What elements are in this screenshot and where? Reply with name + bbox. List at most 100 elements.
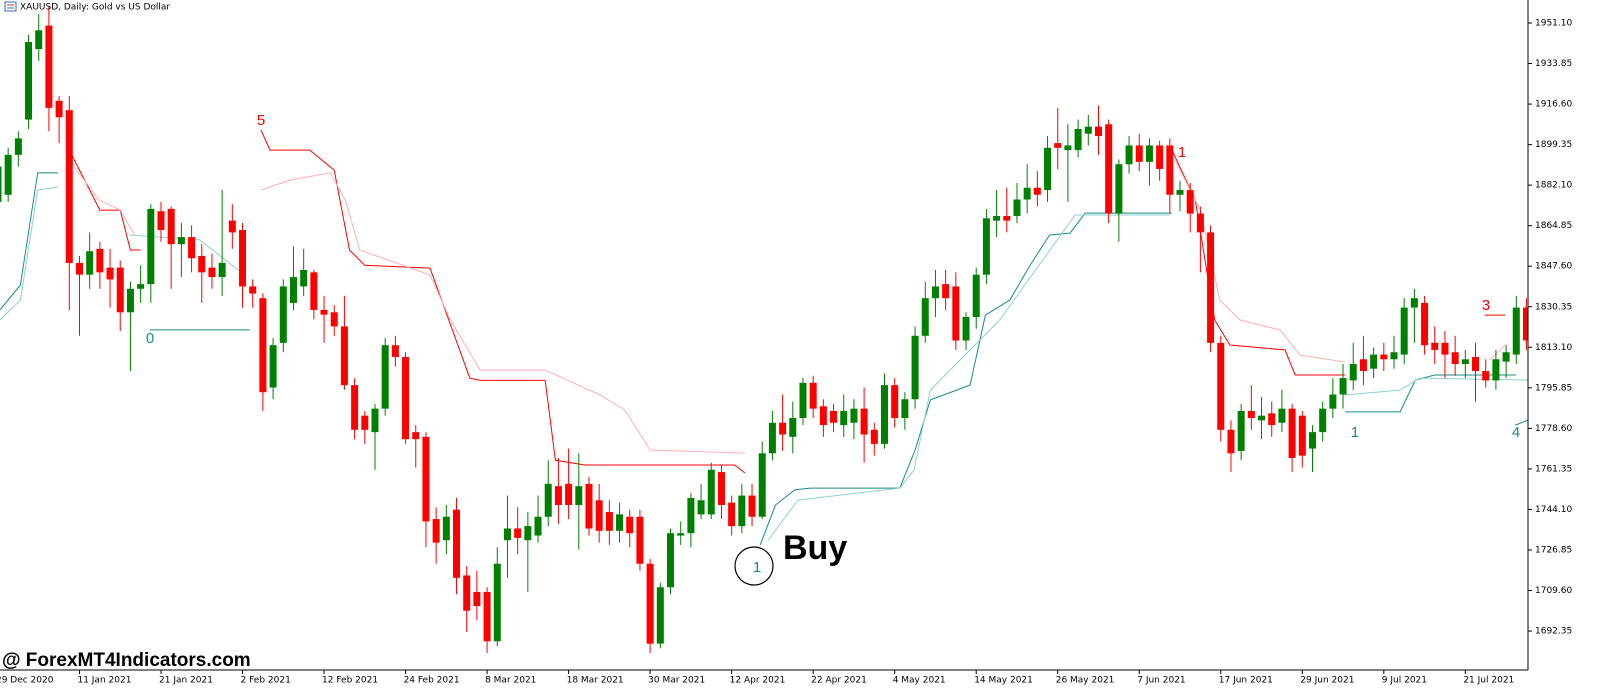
indicator-line	[0, 186, 1528, 541]
candle-body	[870, 429, 878, 444]
candle-body	[351, 385, 359, 430]
candle-body	[1421, 302, 1429, 346]
candle-body	[157, 211, 165, 231]
candle-body	[565, 483, 573, 505]
candle-body	[1084, 126, 1092, 134]
candle-body	[1094, 126, 1102, 137]
x-tick-label: 8 Mar 2021	[485, 676, 536, 686]
candle-body	[177, 237, 185, 245]
y-tick-label: 1882.10	[1535, 181, 1572, 191]
candle-body	[687, 497, 695, 534]
y-tick-label: 1864.85	[1535, 221, 1572, 231]
candle-body	[391, 345, 399, 357]
candle-body	[1003, 215, 1011, 221]
candle-body	[1237, 410, 1245, 451]
y-tick-label: 1692.35	[1535, 627, 1572, 637]
candle-body	[1186, 190, 1194, 214]
candle-body	[1502, 352, 1510, 362]
candle-body	[931, 286, 939, 299]
x-tick-label: 9 Jul 2021	[1382, 676, 1427, 686]
candle-body	[667, 533, 675, 588]
candle-body	[208, 267, 216, 278]
y-tick-label: 1933.85	[1535, 59, 1572, 69]
candle-body	[1451, 352, 1459, 364]
candle-body	[1512, 307, 1520, 355]
candle-body	[972, 274, 980, 317]
candle-body	[1349, 363, 1357, 381]
candle-body	[1135, 145, 1143, 162]
annotation-label: 0	[146, 330, 154, 347]
candle-body	[830, 410, 838, 423]
y-tick-label: 1744.10	[1535, 505, 1572, 515]
candle-body	[1217, 342, 1225, 430]
candle-body	[636, 516, 644, 564]
candle-body	[1207, 232, 1215, 343]
y-tick-label: 1709.60	[1535, 586, 1572, 596]
candle-body	[575, 486, 583, 505]
x-tick-label: 17 Jun 2021	[1219, 676, 1273, 686]
candle-body	[1431, 342, 1439, 350]
y-tick-label: 1726.85	[1535, 545, 1572, 555]
x-tick-label: 29 Dec 2020	[0, 676, 54, 686]
candle-body	[595, 500, 603, 531]
candle-body	[75, 262, 83, 275]
candle-body	[1390, 352, 1398, 360]
y-tick-label: 1847.60	[1535, 262, 1572, 272]
candle-body	[1482, 371, 1490, 381]
candle-body	[1125, 145, 1133, 165]
candle-body	[86, 251, 94, 275]
candle-body	[779, 422, 787, 435]
candle-body	[55, 100, 63, 118]
candle-body	[218, 262, 226, 278]
candle-body	[1339, 378, 1347, 395]
candle-body	[921, 298, 929, 336]
candle-body	[106, 267, 114, 280]
y-tick-label: 1951.10	[1535, 19, 1572, 29]
candle-body	[1268, 413, 1276, 426]
candle-body	[1033, 187, 1041, 195]
candle-body	[758, 453, 766, 517]
candle-body	[361, 415, 369, 430]
candle-body	[1400, 307, 1408, 355]
indicator-line	[68, 159, 1506, 454]
candle-body	[534, 516, 542, 536]
candle-body	[1288, 408, 1296, 458]
candle-body	[728, 502, 736, 527]
candle-body	[402, 356, 410, 440]
candle-body	[1074, 128, 1082, 151]
candle-body	[1115, 164, 1123, 214]
candle-body	[707, 469, 715, 515]
annotation-label: 1	[1351, 424, 1359, 441]
candle-body	[748, 495, 756, 517]
candle-body	[503, 528, 511, 541]
y-tick-label: 1795.85	[1535, 383, 1572, 393]
candle-body	[1410, 298, 1418, 308]
candle-body	[1105, 124, 1113, 214]
candle-body	[1145, 145, 1153, 162]
candle-body	[1370, 354, 1378, 369]
candle-body	[310, 272, 318, 310]
y-tick-label: 1899.35	[1535, 140, 1572, 150]
candle-body	[1308, 432, 1316, 449]
annotation-label: 1	[753, 559, 761, 576]
watermark: @ ForexMT4Indicators.com	[2, 650, 251, 671]
candle-body	[25, 42, 33, 120]
annotation-label: 4	[1512, 424, 1520, 441]
x-tick-label: 22 Apr 2021	[811, 676, 867, 686]
x-tick-label: 21 Jul 2021	[1463, 676, 1514, 686]
candle-body	[0, 166, 2, 202]
candle-body	[1196, 213, 1204, 233]
candle-body	[35, 30, 43, 50]
candle-body	[891, 385, 899, 419]
candle-body	[1044, 147, 1052, 191]
candle-body	[381, 345, 389, 409]
candle-body	[259, 298, 267, 393]
candle-body	[300, 269, 308, 287]
candle-body	[1278, 408, 1286, 423]
candle-body	[249, 286, 257, 294]
candle-body	[524, 526, 532, 541]
candle-body	[840, 410, 848, 426]
x-tick-label: 7 Jun 2021	[1137, 676, 1185, 686]
candle-body	[96, 248, 104, 273]
annotation-label: 5	[257, 112, 265, 129]
